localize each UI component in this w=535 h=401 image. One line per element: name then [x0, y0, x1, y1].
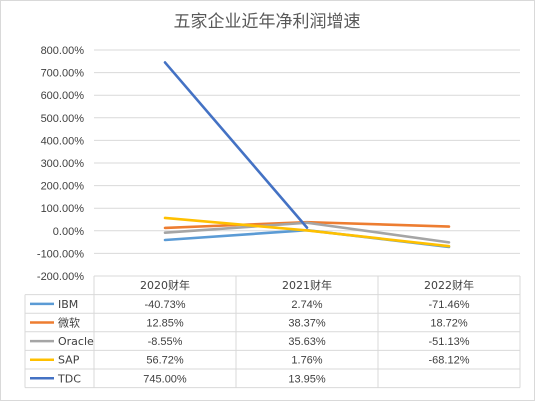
- table-cell-value: 38.37%: [288, 318, 326, 330]
- y-tick-label: 400.00%: [41, 135, 85, 147]
- legend-label: SAP: [58, 354, 80, 367]
- legend-label: TDC: [57, 372, 81, 385]
- table-cell-value: 12.85%: [146, 318, 184, 330]
- y-tick-label: 0.00%: [53, 226, 84, 238]
- y-tick-label: -100.00%: [37, 248, 84, 260]
- table-cell-value: -71.46%: [429, 299, 470, 311]
- table-cell-value: -68.12%: [429, 355, 470, 367]
- gridlines: [93, 49, 521, 282]
- series-line-0: [163, 228, 451, 249]
- table-cell-value: 56.72%: [146, 355, 184, 367]
- legend-label: Oracle: [58, 335, 94, 348]
- y-tick-label: 100.00%: [41, 203, 85, 215]
- series-line-3: [163, 216, 451, 248]
- y-tick-label: 500.00%: [41, 113, 85, 125]
- table-cell-value: -40.73%: [145, 299, 186, 311]
- x-tick-label: 2020财年: [140, 278, 190, 292]
- chart-title: 五家企业近年净利润增速: [174, 12, 361, 32]
- table-cell-value: -51.13%: [429, 336, 470, 348]
- y-tick-label: 300.00%: [41, 158, 85, 170]
- series-lines: [163, 61, 451, 249]
- legend-label: IBM: [58, 298, 78, 311]
- y-tick-label: 200.00%: [41, 181, 85, 193]
- table-cell-value: 2.74%: [291, 299, 322, 311]
- table-cell-value: 13.95%: [288, 373, 326, 385]
- y-axis-tick-labels: 800.00% 700.00% 600.00% 500.00% 400.00% 300.0…: [37, 45, 84, 283]
- y-tick-label: 700.00%: [41, 68, 85, 80]
- table-cell-value: -8.55%: [148, 336, 183, 348]
- y-tick-label: 600.00%: [41, 90, 85, 102]
- y-tick-label: 800.00%: [41, 45, 85, 57]
- table-cell-value: 18.72%: [430, 318, 468, 330]
- table-cell-value: 1.76%: [291, 355, 322, 367]
- series-line-4: [163, 61, 309, 229]
- y-tick-label: -200.00%: [37, 271, 84, 283]
- x-tick-label: 2022财年: [424, 278, 474, 292]
- data-table: 2020财年 2021财年 2022财年 IBM -40.73% 2.74% -71.46%…: [24, 275, 521, 389]
- series-line-2: [163, 221, 451, 244]
- x-tick-label: 2021财年: [282, 278, 332, 292]
- table-cell-value: 745.00%: [143, 373, 187, 385]
- table-cell-value: 35.63%: [288, 336, 326, 348]
- legend-label: 微软: [58, 316, 80, 330]
